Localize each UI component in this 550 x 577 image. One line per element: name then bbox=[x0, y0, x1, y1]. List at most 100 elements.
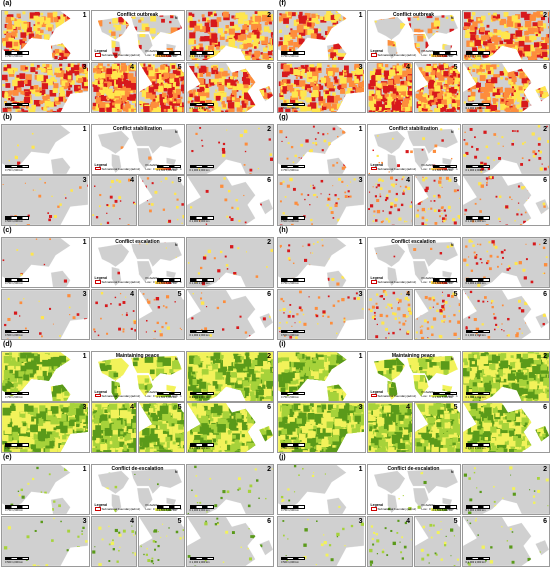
probability-cell bbox=[61, 416, 66, 421]
probability-cell bbox=[81, 76, 87, 82]
probability-cell bbox=[248, 334, 251, 337]
probability-cell bbox=[219, 496, 223, 500]
probability-cell bbox=[234, 36, 238, 40]
probability-cell bbox=[92, 430, 98, 436]
land-shape bbox=[186, 176, 256, 225]
probability-cell bbox=[361, 40, 364, 45]
probability-cell bbox=[81, 360, 85, 364]
probability-cell bbox=[44, 34, 50, 40]
probability-cell bbox=[148, 203, 151, 205]
probability-cell bbox=[152, 80, 156, 85]
probability-cell bbox=[264, 71, 269, 76]
probability-cell bbox=[441, 14, 444, 18]
probability-cell bbox=[245, 395, 251, 400]
probability-cell bbox=[259, 59, 266, 60]
probability-cell bbox=[362, 50, 365, 56]
probability-cell bbox=[283, 18, 289, 24]
probability-cell bbox=[262, 47, 267, 52]
probability-cell bbox=[164, 495, 167, 498]
probability-cell bbox=[269, 101, 272, 104]
probability-cell bbox=[8, 21, 12, 26]
probability-cell bbox=[199, 36, 205, 42]
scale-bar: 0 500 1,000 km bbox=[5, 443, 29, 450]
probability-cell bbox=[198, 337, 200, 339]
probability-cell bbox=[193, 101, 196, 104]
probability-cell bbox=[176, 198, 179, 201]
low-label: Low : 0 bbox=[421, 53, 431, 57]
probability-cell bbox=[171, 64, 176, 69]
probability-cell bbox=[205, 305, 207, 307]
probability-cell bbox=[210, 33, 217, 40]
probability-cell bbox=[142, 292, 145, 295]
probability-cell bbox=[5, 82, 11, 88]
probability-cell bbox=[84, 363, 88, 369]
probability-cell bbox=[364, 20, 365, 22]
probability-cell bbox=[118, 218, 121, 220]
probability-cell bbox=[155, 382, 162, 389]
probability-cell bbox=[196, 88, 202, 94]
probability-cell bbox=[202, 256, 206, 260]
probability-cell bbox=[200, 328, 203, 330]
probability-cell bbox=[118, 20, 123, 25]
probability-cell bbox=[139, 416, 148, 425]
probability-cell bbox=[36, 49, 39, 52]
probability-cell bbox=[265, 429, 272, 436]
probability-cell bbox=[512, 34, 517, 39]
probability-cell bbox=[171, 181, 174, 184]
probability-cell bbox=[222, 142, 225, 145]
probability-cell bbox=[279, 20, 282, 23]
probability-cell bbox=[187, 39, 194, 45]
probability-cell bbox=[160, 59, 166, 60]
probability-cell bbox=[7, 297, 10, 300]
probability-cell bbox=[71, 366, 75, 370]
probability-cell bbox=[40, 520, 43, 523]
probability-cell bbox=[143, 421, 149, 427]
probability-cell bbox=[111, 423, 118, 430]
probability-cell bbox=[223, 444, 230, 451]
probability-cell bbox=[269, 413, 273, 421]
map-panel: (e) Conflict de-escalation N Legend Subnatio… bbox=[1, 454, 274, 568]
probability-cell bbox=[114, 199, 117, 203]
probability-cell bbox=[463, 26, 467, 30]
north-arrow-icon: N bbox=[174, 243, 178, 247]
probability-cell bbox=[260, 52, 263, 55]
probability-cell bbox=[263, 404, 267, 408]
probability-cell bbox=[47, 27, 52, 32]
probability-cell bbox=[187, 17, 193, 23]
probability-cell bbox=[267, 43, 270, 46]
probability-cell bbox=[187, 371, 193, 377]
probability-cell bbox=[57, 70, 64, 77]
probability-cell bbox=[60, 76, 64, 80]
probability-cell bbox=[354, 43, 358, 47]
probability-cell bbox=[71, 134, 74, 136]
probability-cell bbox=[79, 439, 87, 447]
probability-cell bbox=[163, 83, 166, 86]
zoom-map-5: 5 bbox=[138, 515, 185, 567]
probability-cell bbox=[241, 88, 248, 94]
probability-cell bbox=[13, 41, 19, 47]
probability-cell bbox=[85, 394, 89, 400]
probability-cell bbox=[243, 30, 247, 34]
probability-cell bbox=[95, 68, 101, 74]
probability-cell bbox=[219, 35, 225, 41]
probability-cell bbox=[94, 425, 102, 432]
probability-cell bbox=[212, 78, 219, 85]
probability-cell bbox=[261, 14, 269, 22]
probability-cell bbox=[296, 35, 303, 41]
probability-cell bbox=[21, 495, 25, 499]
probability-cell bbox=[271, 468, 273, 470]
probability-cell bbox=[216, 269, 220, 273]
probability-cell bbox=[69, 377, 71, 385]
probability-cell bbox=[56, 31, 61, 35]
probability-cell bbox=[29, 372, 34, 377]
probability-cell bbox=[287, 39, 294, 46]
probability-cell bbox=[188, 93, 193, 97]
probability-cell bbox=[135, 375, 144, 384]
probability-cell bbox=[198, 43, 203, 48]
probability-cell bbox=[67, 293, 71, 297]
probability-cell bbox=[246, 442, 255, 451]
probability-cell bbox=[361, 29, 365, 33]
probability-cell bbox=[57, 205, 60, 208]
probability-cell bbox=[180, 420, 184, 426]
land-shape bbox=[258, 312, 273, 329]
